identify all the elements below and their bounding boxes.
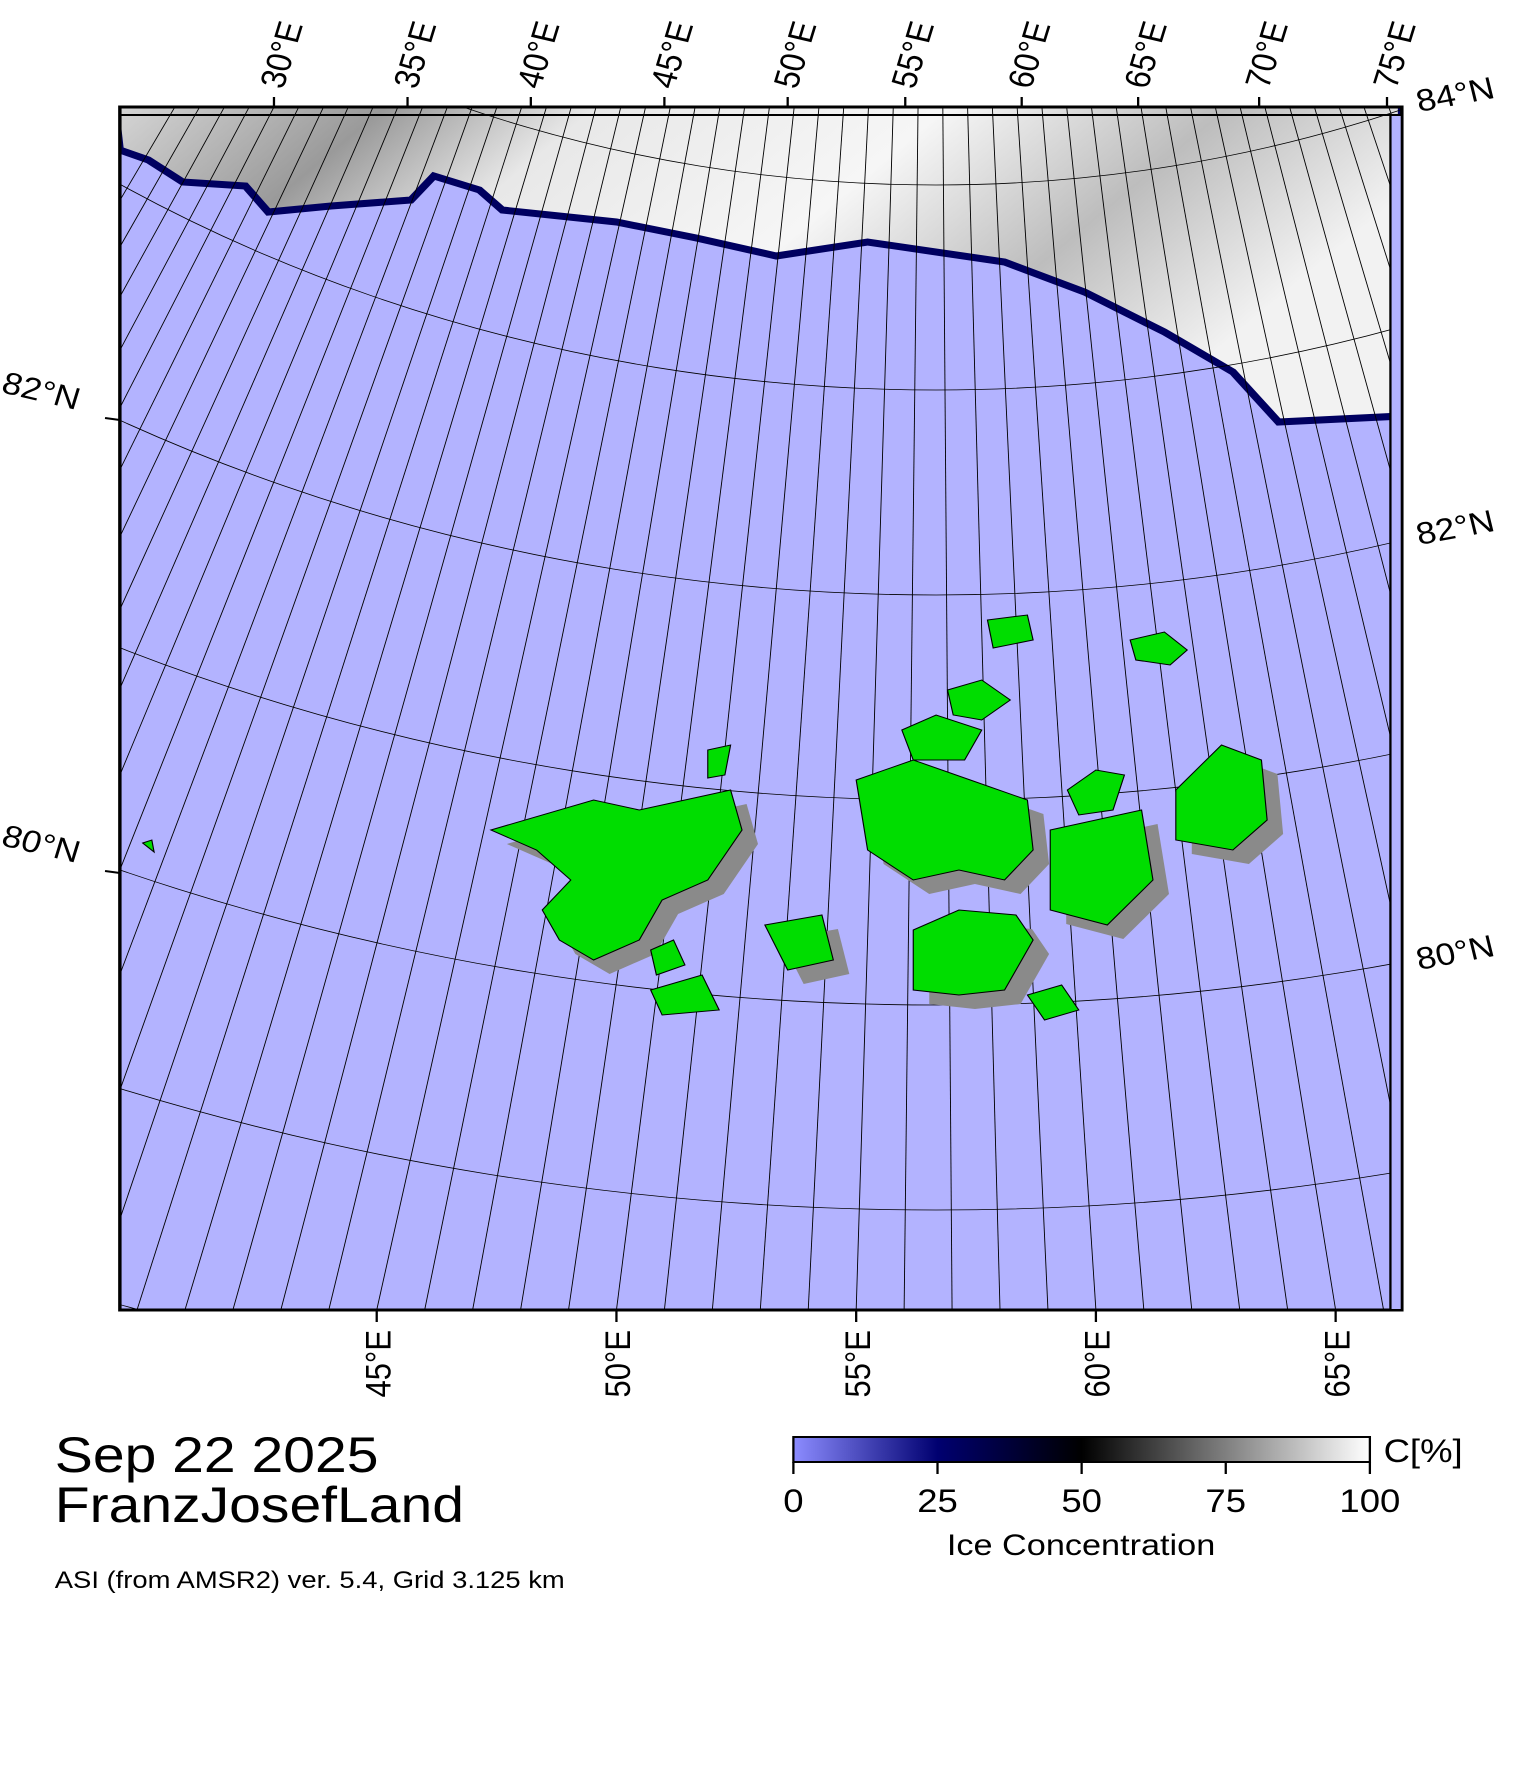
colorbar-tick-label: 100 bbox=[1339, 1484, 1400, 1519]
colorbar-tick-label: 25 bbox=[917, 1484, 958, 1519]
meridian bbox=[807, 107, 869, 1310]
date: Sep 22 2025 bbox=[55, 1427, 379, 1483]
meridian bbox=[663, 107, 795, 1310]
meridian bbox=[1016, 107, 1097, 1310]
colorbar-scale bbox=[792, 1436, 1372, 1463]
bottom-lon-label: 60°E bbox=[1079, 1330, 1118, 1398]
meridian bbox=[184, 107, 547, 1310]
meridian bbox=[1264, 107, 1402, 640]
meridian bbox=[1313, 107, 1402, 404]
islands bbox=[141, 614, 1284, 1021]
meridian bbox=[119, 107, 473, 1092]
meridian bbox=[328, 107, 622, 1310]
meridian bbox=[376, 107, 647, 1310]
colorbar-unit: C[%] bbox=[1384, 1434, 1463, 1469]
top-lon-label: 75°E bbox=[1366, 18, 1424, 92]
meridian bbox=[711, 107, 820, 1310]
top-lon-label: 60°E bbox=[1001, 18, 1059, 92]
meridian bbox=[855, 107, 894, 1310]
meridian bbox=[1041, 107, 1145, 1310]
meridian bbox=[424, 107, 671, 1310]
meridian bbox=[119, 107, 300, 471]
meridian bbox=[759, 107, 845, 1310]
colorbar-tick-label: 0 bbox=[783, 1484, 803, 1519]
meridian bbox=[1289, 107, 1402, 514]
right-lat-label: 80°N bbox=[1413, 929, 1498, 977]
tick bbox=[104, 417, 121, 421]
meridian bbox=[520, 107, 721, 1310]
top-lon-label: 55°E bbox=[885, 18, 943, 92]
meridian bbox=[1413, 107, 1516, 1310]
meridian bbox=[119, 107, 349, 611]
top-lon-label: 40°E bbox=[510, 18, 568, 92]
meridian bbox=[1066, 107, 1193, 1310]
top-lon-label: 50°E bbox=[767, 18, 825, 92]
meridian bbox=[1115, 107, 1289, 1310]
meridian bbox=[119, 107, 275, 409]
meridian bbox=[119, 107, 399, 777]
meridian bbox=[136, 107, 523, 1310]
sea-ice bbox=[119, 107, 1402, 426]
bottom-lon-label: 55°E bbox=[839, 1330, 878, 1398]
right-lat-label: 84°N bbox=[1413, 71, 1498, 119]
meridian bbox=[991, 107, 1049, 1310]
meridian bbox=[119, 107, 324, 538]
meridian bbox=[232, 107, 572, 1310]
region: FranzJosefLand bbox=[55, 1477, 464, 1533]
meridian bbox=[1090, 107, 1241, 1310]
meridian bbox=[1214, 107, 1402, 959]
source: ASI (from AMSR2) ver. 5.4, Grid 3.125 km bbox=[55, 1567, 565, 1593]
meridian bbox=[119, 107, 424, 872]
meridian bbox=[472, 107, 696, 1310]
bottom-lon-label: 45°E bbox=[360, 1330, 399, 1398]
tick bbox=[104, 870, 121, 874]
meridian bbox=[1140, 107, 1337, 1310]
meridian bbox=[942, 107, 953, 1310]
top-lon-label: 45°E bbox=[644, 18, 702, 92]
left-lat-label: 82°N bbox=[0, 366, 84, 417]
meridian bbox=[119, 107, 498, 1221]
meridian bbox=[119, 107, 448, 976]
map-edge-strip bbox=[1389, 114, 1403, 1311]
parallel bbox=[462, 107, 1402, 186]
meridian bbox=[615, 107, 770, 1310]
bottom-lon-label: 65°E bbox=[1318, 1330, 1357, 1398]
bottom-lon-label: 50°E bbox=[599, 1330, 638, 1398]
left-lat-label: 80°N bbox=[0, 819, 84, 870]
meridian bbox=[903, 107, 919, 1310]
colorbar-tick-label: 50 bbox=[1061, 1484, 1102, 1519]
colorbar-title: Ice Concentration bbox=[947, 1528, 1215, 1562]
top-lon-label: 65°E bbox=[1117, 18, 1175, 92]
meridian bbox=[1239, 107, 1402, 787]
meridian bbox=[119, 107, 374, 690]
meridian bbox=[119, 107, 250, 352]
top-lon-label: 30°E bbox=[253, 18, 311, 92]
meridian bbox=[280, 107, 597, 1310]
colorbar: C[%] Ice Concentration 0 25 50 75 100 bbox=[783, 1434, 1462, 1561]
meridian bbox=[1388, 107, 1402, 146]
top-lon-label: 70°E bbox=[1238, 18, 1296, 92]
top-lon-label: 35°E bbox=[387, 18, 445, 92]
colorbar-tick-label: 75 bbox=[1205, 1484, 1246, 1519]
meridian bbox=[568, 107, 746, 1310]
meridian bbox=[1165, 107, 1385, 1310]
right-lat-label: 82°N bbox=[1413, 504, 1498, 552]
